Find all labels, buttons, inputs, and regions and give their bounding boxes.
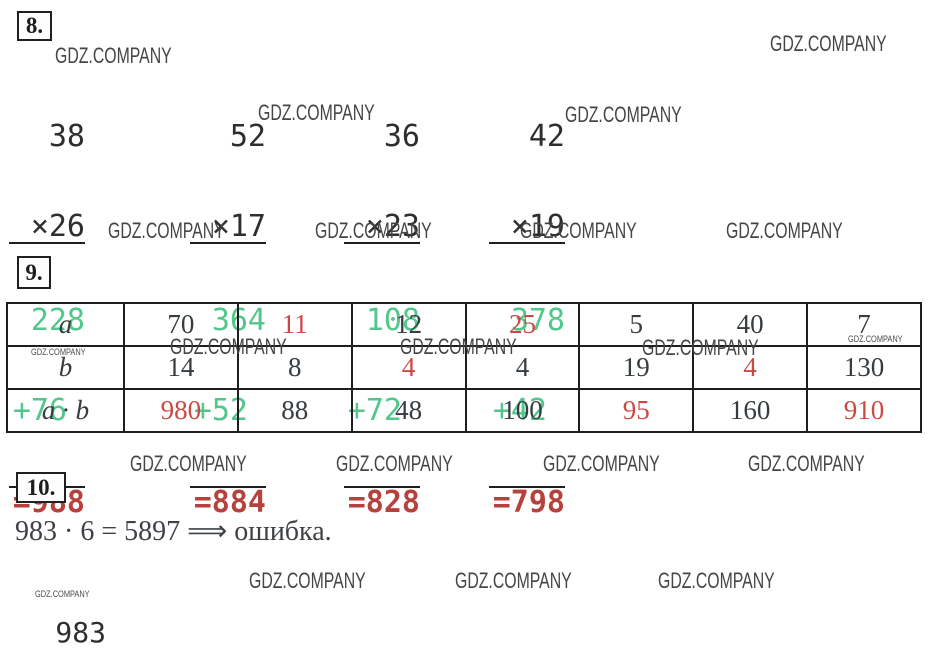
table-cell: 14 [123,345,239,390]
multiplier: ×19 [489,212,565,244]
multiplier: ×23 [344,212,420,244]
table-row-b: b 14 8 4 4 19 4 130 [6,345,922,390]
table-cell: 4 [464,345,581,390]
watermark-small: GDZ.COMPANY [31,347,86,358]
watermark: GDZ.COMPANY [400,334,517,359]
table-cell: 95 [578,388,695,433]
problem-10-number-box: 10. [16,472,66,503]
product-result: =798 [489,486,565,518]
table-cell: 160 [692,388,809,433]
error-check-equation: 983 · 6 = 5897 ⟹ ошибка. [15,516,332,547]
problem-8-number-box: 8. [17,11,52,41]
row-header-b: b [6,345,125,390]
table-cell: 12 [350,302,467,347]
table-cell: 48 [350,388,467,433]
watermark: GDZ.COMPANY [543,451,660,476]
table-cell: 4 [692,345,809,390]
values-table: a 70 11 12 25 5 40 7 b 14 8 4 4 19 4 130… [6,302,922,433]
table-cell: 88 [236,388,353,433]
table-cell: 19 [578,345,695,390]
multiplicand: 38 [48,119,85,154]
watermark: GDZ.COMPANY [249,568,366,593]
watermark: GDZ.COMPANY [520,218,637,243]
row-header-a: a [6,302,125,347]
watermark: GDZ.COMPANY [726,218,843,243]
table-cell: 7 [806,302,922,347]
problem-9-number: 9. [25,259,43,285]
multiplier: ×26 [9,212,85,244]
table-cell: 100 [464,388,581,433]
watermark-small: GDZ.COMPANY [35,589,90,600]
table-cell: 8 [236,345,353,390]
table-cell: 130 [806,345,922,390]
table-cell: 980 [123,388,239,433]
product-result: =828 [344,486,420,518]
watermark: GDZ.COMPANY [258,100,375,125]
watermark: GDZ.COMPANY [658,568,775,593]
problem-10-number: 10. [26,474,56,500]
watermark: GDZ.COMPANY [642,335,759,360]
watermark: GDZ.COMPANY [55,43,172,68]
watermark: GDZ.COMPANY [455,568,572,593]
table-cell: 40 [692,302,809,347]
watermark: GDZ.COMPANY [565,102,682,127]
multiplication-block-983x6: 983 ×6 =5898 [18,563,106,667]
watermark: GDZ.COMPANY [770,31,887,56]
watermark: GDZ.COMPANY [748,451,865,476]
multiplicand: 983 [55,616,106,649]
problem-9-number-box: 9. [17,256,51,289]
table-cell: 4 [350,345,467,390]
watermark: GDZ.COMPANY [315,218,432,243]
multiplicand: 42 [528,119,565,154]
problem-8-number: 8. [25,13,44,38]
table-row-ab: a · b 980 88 48 100 95 160 910 [6,388,922,433]
table-cell: 25 [464,302,581,347]
row-header-ab: a · b [6,388,125,433]
table-row-a: a 70 11 12 25 5 40 7 [6,302,922,347]
table-cell: 5 [578,302,695,347]
table-cell: 910 [806,388,922,433]
watermark: GDZ.COMPANY [108,218,225,243]
watermark-small: GDZ.COMPANY [848,334,903,345]
watermark: GDZ.COMPANY [130,451,247,476]
table-cell: 11 [236,302,353,347]
multiplier: ×17 [190,212,266,244]
watermark: GDZ.COMPANY [170,334,287,359]
watermark: GDZ.COMPANY [336,451,453,476]
multiplicand: 36 [383,119,420,154]
product-result: =884 [190,486,266,518]
table-cell: 70 [123,302,239,347]
multiplicand: 52 [229,119,266,154]
